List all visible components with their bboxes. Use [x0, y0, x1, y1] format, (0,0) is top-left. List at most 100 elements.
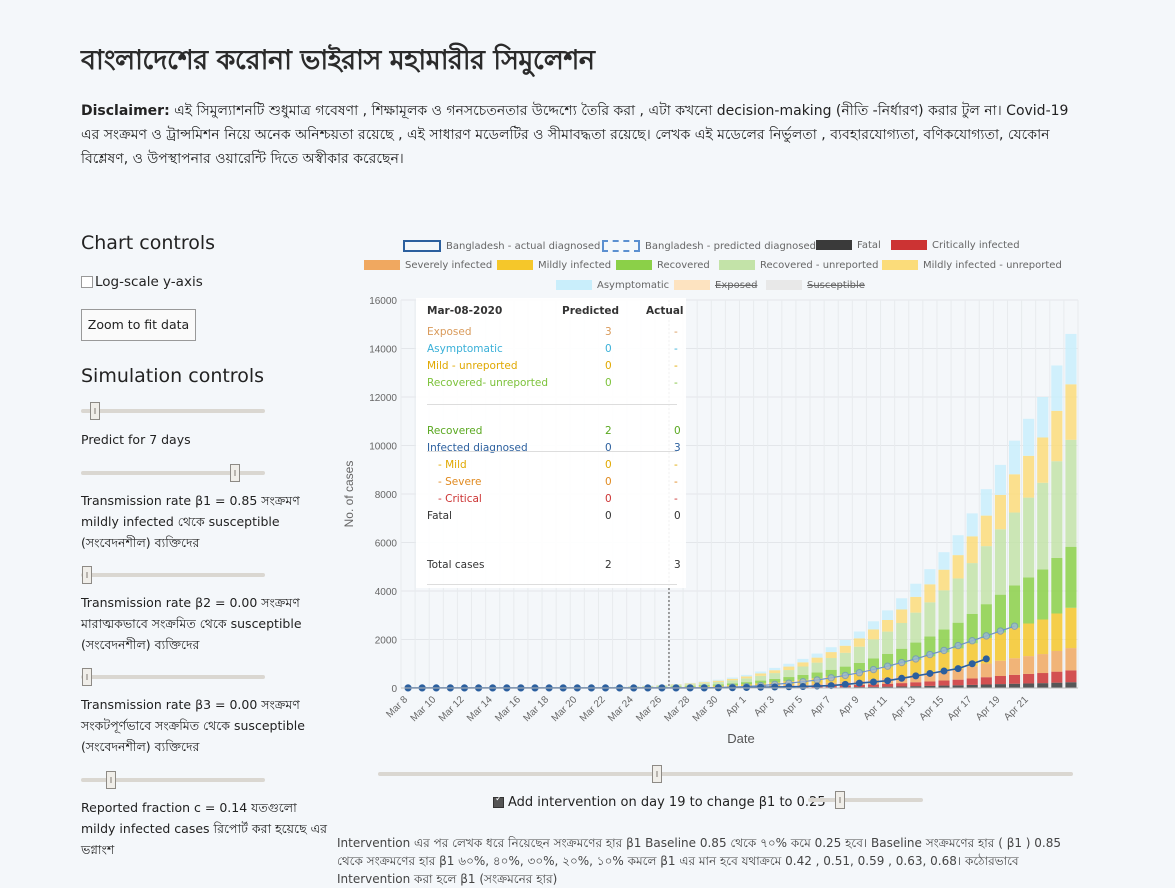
predict-days-slider-thumb[interactable]	[90, 402, 100, 420]
bar-segment	[698, 685, 710, 687]
bar-segment	[1037, 654, 1049, 674]
predict-days-label: Predict for 7 days	[81, 432, 191, 447]
beta3-slider-thumb[interactable]	[82, 668, 92, 686]
bar-segment	[839, 639, 851, 646]
beta1-slider[interactable]	[81, 464, 265, 482]
line-point	[573, 684, 581, 692]
line-point	[841, 671, 849, 680]
line-point	[742, 682, 751, 691]
bar-segment	[825, 676, 837, 683]
tooltip-label-mild-unreported: Mild - unreported	[427, 360, 518, 372]
bar-segment	[839, 666, 851, 675]
bar-segment	[642, 687, 654, 689]
log-scale-row: Log-scale y-axis	[81, 272, 203, 293]
bar-segment	[599, 687, 612, 688]
line-point	[615, 684, 624, 692]
line-point	[630, 684, 638, 692]
bar-segment	[543, 687, 555, 688]
legend-item-severely-infected[interactable]: Severely infected	[364, 260, 492, 271]
beta3-slider[interactable]	[81, 668, 265, 686]
line-point	[404, 684, 412, 692]
chart-tooltip: Mar-08-2020 Predicted Actual Exposed 3 - As…	[416, 298, 686, 588]
beta2-label-line3: (সংবেদনশীল) ব্যক্তিদের	[81, 637, 200, 652]
bar-segment	[529, 687, 541, 689]
bar-segment	[416, 687, 428, 689]
bar-segment	[769, 678, 781, 683]
tooltip-actual-total-cases: 3	[674, 559, 681, 571]
intervention-beta-slider[interactable]	[808, 791, 923, 809]
bar-segment	[994, 660, 1006, 676]
reported-fraction-slider-thumb[interactable]	[106, 771, 116, 789]
day-range-slider[interactable]	[378, 765, 1073, 783]
bar-segment	[980, 489, 992, 516]
intervention-row: ✓ Add intervention on day 19 to change β1…	[493, 794, 826, 810]
bar-segment	[614, 686, 626, 688]
bar-segment	[1065, 670, 1077, 683]
tooltip-col-predicted: Predicted	[562, 305, 619, 317]
line-point	[884, 677, 892, 685]
legend-item-mildly-infected-unreported[interactable]: Mildly infected - unreported	[882, 260, 1062, 271]
beta1-slider-thumb[interactable]	[230, 464, 240, 482]
legend-item-critically-infected[interactable]: Critically infected	[891, 240, 1020, 251]
legend-item-recovered[interactable]: Recovered	[616, 260, 710, 271]
bar-segment	[896, 686, 908, 688]
log-scale-checkbox[interactable]	[81, 276, 93, 288]
tooltip-label-asymptomatic: Asymptomatic	[427, 343, 503, 355]
bar-segment	[896, 648, 908, 664]
log-scale-label: Log-scale y-axis	[95, 274, 203, 290]
bar-segment	[656, 685, 668, 686]
bar-segment	[585, 687, 597, 688]
legend-swatch	[403, 240, 441, 252]
beta2-slider-thumb[interactable]	[82, 566, 92, 584]
bar-segment	[896, 683, 908, 687]
legend-label: Fatal	[857, 240, 881, 251]
legend-item-bangladesh-predicted-diagnosed[interactable]: Bangladesh - predicted diagnosed	[602, 240, 816, 252]
bar-segment	[487, 687, 499, 689]
bar-segment	[1037, 673, 1049, 684]
bar-segment	[473, 687, 485, 689]
legend-item-susceptible[interactable]: Susceptible	[766, 280, 865, 291]
reported-fraction-label-line3: ভগ্নাংশ	[81, 842, 115, 857]
bar-segment	[1037, 482, 1049, 570]
bar-segment	[571, 687, 583, 689]
legend-item-fatal[interactable]: Fatal	[816, 240, 881, 251]
bar-segment	[980, 546, 992, 605]
legend-item-bangladesh-actual-diagnosed[interactable]: Bangladesh - actual diagnosed	[403, 240, 600, 252]
legend-item-exposed[interactable]: Exposed	[674, 280, 757, 291]
line-point	[926, 669, 934, 677]
legend-label: Recovered	[657, 260, 710, 271]
bar-segment	[515, 687, 527, 689]
intervention-checkbox[interactable]: ✓	[493, 794, 504, 808]
bar-segment	[1051, 613, 1063, 651]
bar-segment	[557, 687, 569, 688]
tooltip-divider	[427, 451, 677, 452]
line-bangladesh-predicted-diagnosed	[408, 625, 1015, 689]
intervention-beta-slider-thumb[interactable]	[835, 791, 845, 809]
disclaimer-label: Disclaimer:	[81, 103, 170, 119]
tooltip-actual-asymptomatic: -	[674, 343, 678, 355]
reported-fraction-slider[interactable]	[81, 771, 265, 789]
line-point	[672, 684, 680, 692]
beta2-slider[interactable]	[81, 566, 265, 584]
bar-segment	[628, 687, 640, 689]
day-range-slider-thumb[interactable]	[652, 765, 662, 783]
bar-segment	[741, 676, 753, 679]
bar-segment	[1065, 682, 1077, 688]
bar-segment	[896, 622, 908, 649]
chart-controls-heading: Chart controls	[81, 232, 216, 254]
bar-segment	[924, 584, 936, 603]
legend-item-recovered-unreported[interactable]: Recovered - unreported	[719, 260, 878, 271]
bar-segment	[769, 673, 781, 679]
predict-days-slider[interactable]	[81, 402, 265, 420]
legend-item-asymptomatic[interactable]: Asymptomatic	[556, 280, 669, 291]
bar-segment	[741, 682, 753, 685]
bar-segment	[910, 583, 922, 597]
beta2-label-line2: মারাত্মকভাবে সংক্রমিত থেকে susceptible	[81, 616, 302, 631]
legend-item-mildly-infected[interactable]: Mildly infected	[497, 260, 611, 271]
page-title: বাংলাদেশের করোনা ভাইরাস মহামারীর সিমুলেশ…	[81, 45, 595, 76]
bar-segment	[487, 687, 499, 689]
zoom-to-fit-button[interactable]: Zoom to fit data	[81, 309, 196, 341]
bar-segment	[712, 680, 724, 682]
bar-segment	[1037, 569, 1049, 620]
bar-segment	[952, 622, 964, 649]
